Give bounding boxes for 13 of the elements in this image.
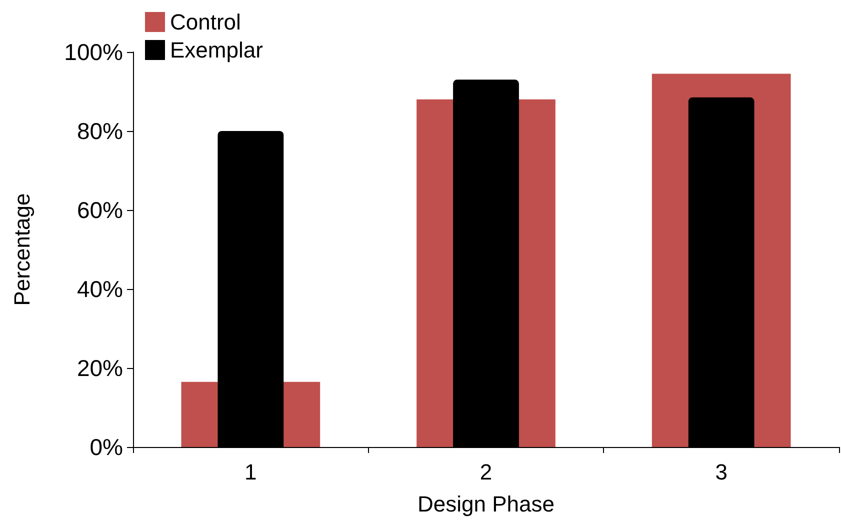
x-tick-label: 1	[244, 460, 257, 484]
y-tick-label: 20%	[76, 355, 123, 381]
x-tick-label: 3	[715, 460, 728, 484]
y-tick-label: 60%	[76, 197, 123, 223]
y-tick-label: 40%	[76, 276, 123, 302]
legend-label: Exemplar	[170, 38, 263, 62]
x-axis-title: Design Phase	[418, 492, 554, 516]
y-tick-label: 0%	[90, 434, 123, 460]
y-tick-label: 80%	[76, 118, 123, 144]
legend-label: Control	[170, 10, 241, 34]
y-axis-title: Percentage	[10, 193, 34, 306]
y-tick-label: 100%	[64, 39, 123, 65]
x-tick-label: 2	[480, 460, 492, 484]
